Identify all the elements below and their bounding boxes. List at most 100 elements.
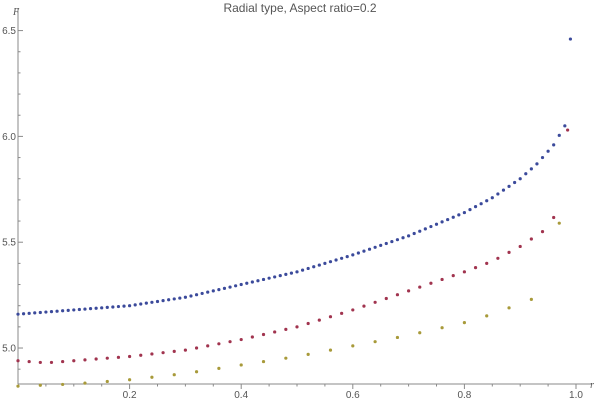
data-point bbox=[161, 299, 165, 303]
data-point bbox=[434, 222, 439, 226]
data-point bbox=[462, 210, 466, 215]
data-point bbox=[312, 265, 316, 269]
data-point bbox=[373, 300, 377, 304]
series-2 bbox=[16, 128, 570, 365]
data-point bbox=[351, 308, 355, 312]
data-point bbox=[518, 177, 522, 181]
data-point bbox=[563, 124, 567, 128]
data-point bbox=[462, 270, 466, 274]
data-point bbox=[429, 281, 433, 285]
data-point bbox=[200, 291, 204, 296]
data-point bbox=[256, 279, 260, 283]
data-point bbox=[133, 303, 137, 307]
data-point bbox=[261, 277, 266, 282]
data-point bbox=[529, 297, 533, 301]
data-point bbox=[261, 359, 266, 364]
data-point bbox=[323, 261, 327, 265]
x-tick-label: 0.2 bbox=[123, 390, 137, 401]
data-point bbox=[105, 305, 109, 309]
data-point bbox=[217, 366, 221, 370]
data-point bbox=[412, 231, 416, 236]
data-point bbox=[306, 321, 310, 326]
data-point bbox=[239, 282, 243, 287]
data-point bbox=[38, 360, 42, 365]
data-point bbox=[83, 307, 87, 311]
data-point bbox=[340, 256, 344, 260]
data-point bbox=[367, 247, 372, 251]
data-point bbox=[317, 263, 321, 267]
data-point bbox=[306, 266, 310, 271]
data-point bbox=[61, 359, 65, 364]
data-point bbox=[228, 340, 232, 344]
data-point bbox=[524, 172, 528, 176]
data-point bbox=[217, 342, 221, 346]
data-point bbox=[144, 301, 148, 305]
data-point bbox=[49, 360, 54, 365]
data-point bbox=[194, 346, 199, 350]
data-point bbox=[362, 304, 366, 308]
data-point bbox=[183, 348, 187, 352]
data-point bbox=[61, 382, 65, 387]
data-point bbox=[122, 304, 126, 308]
data-point bbox=[250, 335, 254, 339]
data-point bbox=[105, 379, 109, 384]
data-point bbox=[395, 293, 400, 297]
data-point bbox=[217, 288, 221, 292]
data-point bbox=[27, 311, 31, 315]
data-point bbox=[228, 285, 232, 289]
data-point bbox=[267, 276, 271, 280]
data-point bbox=[317, 318, 321, 322]
data-point bbox=[194, 293, 199, 297]
data-point bbox=[440, 277, 444, 282]
data-point bbox=[485, 199, 489, 203]
data-point bbox=[150, 375, 154, 379]
y-tick-label: 5.5 bbox=[2, 238, 16, 249]
data-point bbox=[468, 208, 472, 212]
data-point bbox=[295, 325, 299, 329]
data-point bbox=[328, 260, 333, 264]
data-point bbox=[72, 308, 76, 312]
data-point bbox=[552, 215, 556, 220]
series-1 bbox=[16, 37, 573, 316]
data-point bbox=[33, 311, 37, 315]
data-point bbox=[362, 249, 366, 253]
data-point bbox=[451, 215, 455, 219]
data-point bbox=[239, 337, 243, 342]
data-point bbox=[395, 335, 400, 340]
data-point bbox=[111, 305, 115, 309]
data-point bbox=[116, 355, 121, 359]
data-point bbox=[284, 327, 288, 331]
data-point bbox=[306, 352, 310, 356]
data-point bbox=[172, 349, 176, 354]
data-point bbox=[16, 359, 20, 363]
data-point bbox=[340, 311, 344, 315]
data-point bbox=[16, 384, 20, 388]
data-point bbox=[88, 307, 93, 311]
data-point bbox=[423, 227, 427, 231]
data-point bbox=[384, 241, 388, 246]
data-point bbox=[529, 237, 533, 241]
x-axis-label: r bbox=[590, 380, 594, 391]
data-point bbox=[384, 296, 388, 301]
data-point bbox=[77, 307, 81, 312]
data-point bbox=[116, 304, 121, 309]
data-point bbox=[490, 196, 494, 200]
data-point bbox=[150, 352, 154, 356]
data-point bbox=[172, 373, 176, 377]
data-point bbox=[161, 351, 165, 355]
data-point bbox=[457, 213, 461, 217]
data-point bbox=[557, 133, 561, 137]
data-point bbox=[245, 281, 249, 285]
data-point bbox=[128, 304, 132, 308]
data-point bbox=[83, 381, 87, 385]
data-point bbox=[334, 258, 338, 262]
data-point bbox=[395, 238, 400, 242]
data-point bbox=[373, 340, 377, 344]
data-point bbox=[418, 331, 422, 335]
data-points bbox=[16, 37, 573, 388]
data-point bbox=[496, 256, 500, 260]
data-point bbox=[479, 202, 483, 206]
data-point bbox=[194, 370, 199, 374]
data-point bbox=[206, 290, 210, 294]
data-point bbox=[496, 192, 500, 196]
